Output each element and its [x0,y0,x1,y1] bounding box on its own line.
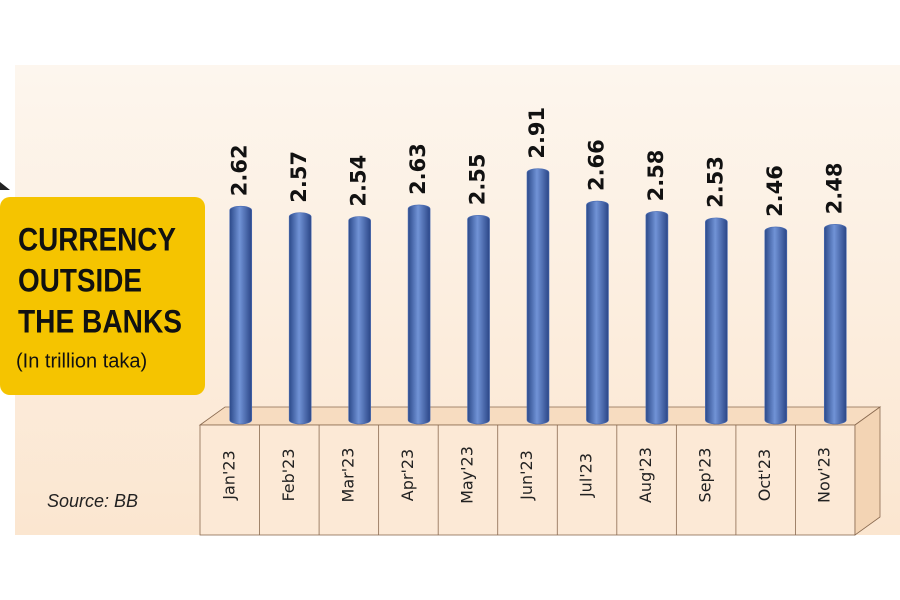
subtitle: (In trillion taka) [16,350,147,372]
bar [229,205,253,425]
floor-side [854,406,881,536]
bar [764,226,788,425]
value-label: 2.91 [525,107,549,159]
title-line: OUTSIDE [18,262,142,298]
bar [645,211,669,425]
bar [705,217,728,425]
value-label: 2.62 [228,144,252,196]
x-tick-label: Jun'23 [517,450,536,501]
x-tick-label: Aug'23 [636,447,655,503]
bar [407,204,431,425]
x-tick-label: Sep'23 [696,448,715,503]
value-label: 2.58 [644,150,668,202]
x-tick-label: Feb'23 [279,448,298,501]
title-line: THE BANKS [18,303,182,339]
value-label: 2.46 [763,165,787,217]
value-label: 2.57 [287,151,311,203]
value-label: 2.54 [347,155,371,207]
value-label: 2.48 [822,163,846,215]
bar [348,216,371,425]
x-tick-label: Oct'23 [755,449,774,501]
bar [526,168,550,425]
floor-front [199,424,856,536]
value-label: 2.66 [584,139,608,191]
bar [467,215,490,425]
x-tick-label: Apr'23 [398,449,417,501]
title-line: CURRENCY [18,221,176,257]
x-tick-label: Nov'23 [815,447,834,503]
x-tick-label: Jan'23 [219,450,238,500]
x-tick-label: Mar'23 [338,448,357,503]
value-label: 2.63 [406,143,430,195]
value-label: 2.55 [466,153,490,205]
source-note: Source: BB [47,491,138,511]
bar [823,224,847,425]
corner-mark [0,182,10,190]
title-box [0,197,205,395]
value-label: 2.53 [703,156,727,208]
bar [288,212,312,425]
x-tick-label: May'23 [457,446,476,504]
x-tick-label: Jul'23 [577,453,596,498]
bar [586,200,609,425]
